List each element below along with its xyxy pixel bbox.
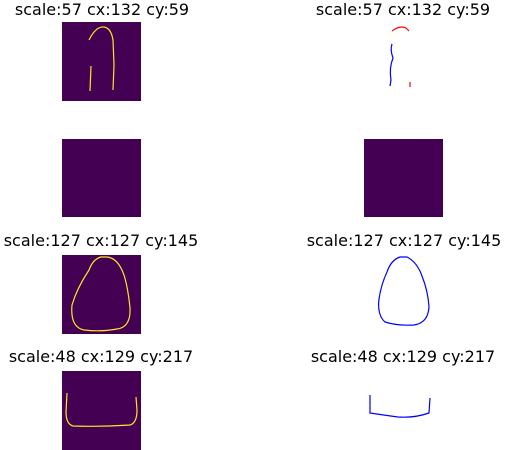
panel-2-blue-curve [389,43,394,87]
panel-8-blue-contour [369,395,431,418]
panel-8-contours [364,371,443,450]
panel-1-contour-left [89,65,92,92]
panel-6-background [364,255,443,334]
panel-title-7: scale:48 cx:129 cy:217 [9,347,193,366]
panel-2-red-curve [391,26,410,32]
panel-title-2: scale:57 cx:132 cy:59 [316,0,490,19]
panel-4-mask [364,139,443,217]
panel-8-background [364,371,443,450]
panel-title-8: scale:48 cx:129 cy:217 [311,347,495,366]
panel-1-contour [88,26,115,91]
panel-1-background [62,22,141,101]
panel-7-background [62,371,141,450]
panel-2-background [364,22,443,101]
panel-7-mask [62,371,141,450]
panel-5-mask [62,255,141,334]
panel-title-1: scale:57 cx:132 cy:59 [15,0,189,19]
panel-title-5: scale:127 cx:127 cy:145 [4,231,199,250]
panel-title-6: scale:127 cx:127 cy:145 [307,231,502,250]
panel-7-contour [65,392,138,427]
panel-6-contours [364,255,443,334]
panel-5-contour [71,256,131,332]
panel-2-contours [364,22,443,101]
panel-3-mask [62,139,141,217]
panel-6-blue-contour [378,256,430,326]
panel-1-mask [62,22,141,101]
